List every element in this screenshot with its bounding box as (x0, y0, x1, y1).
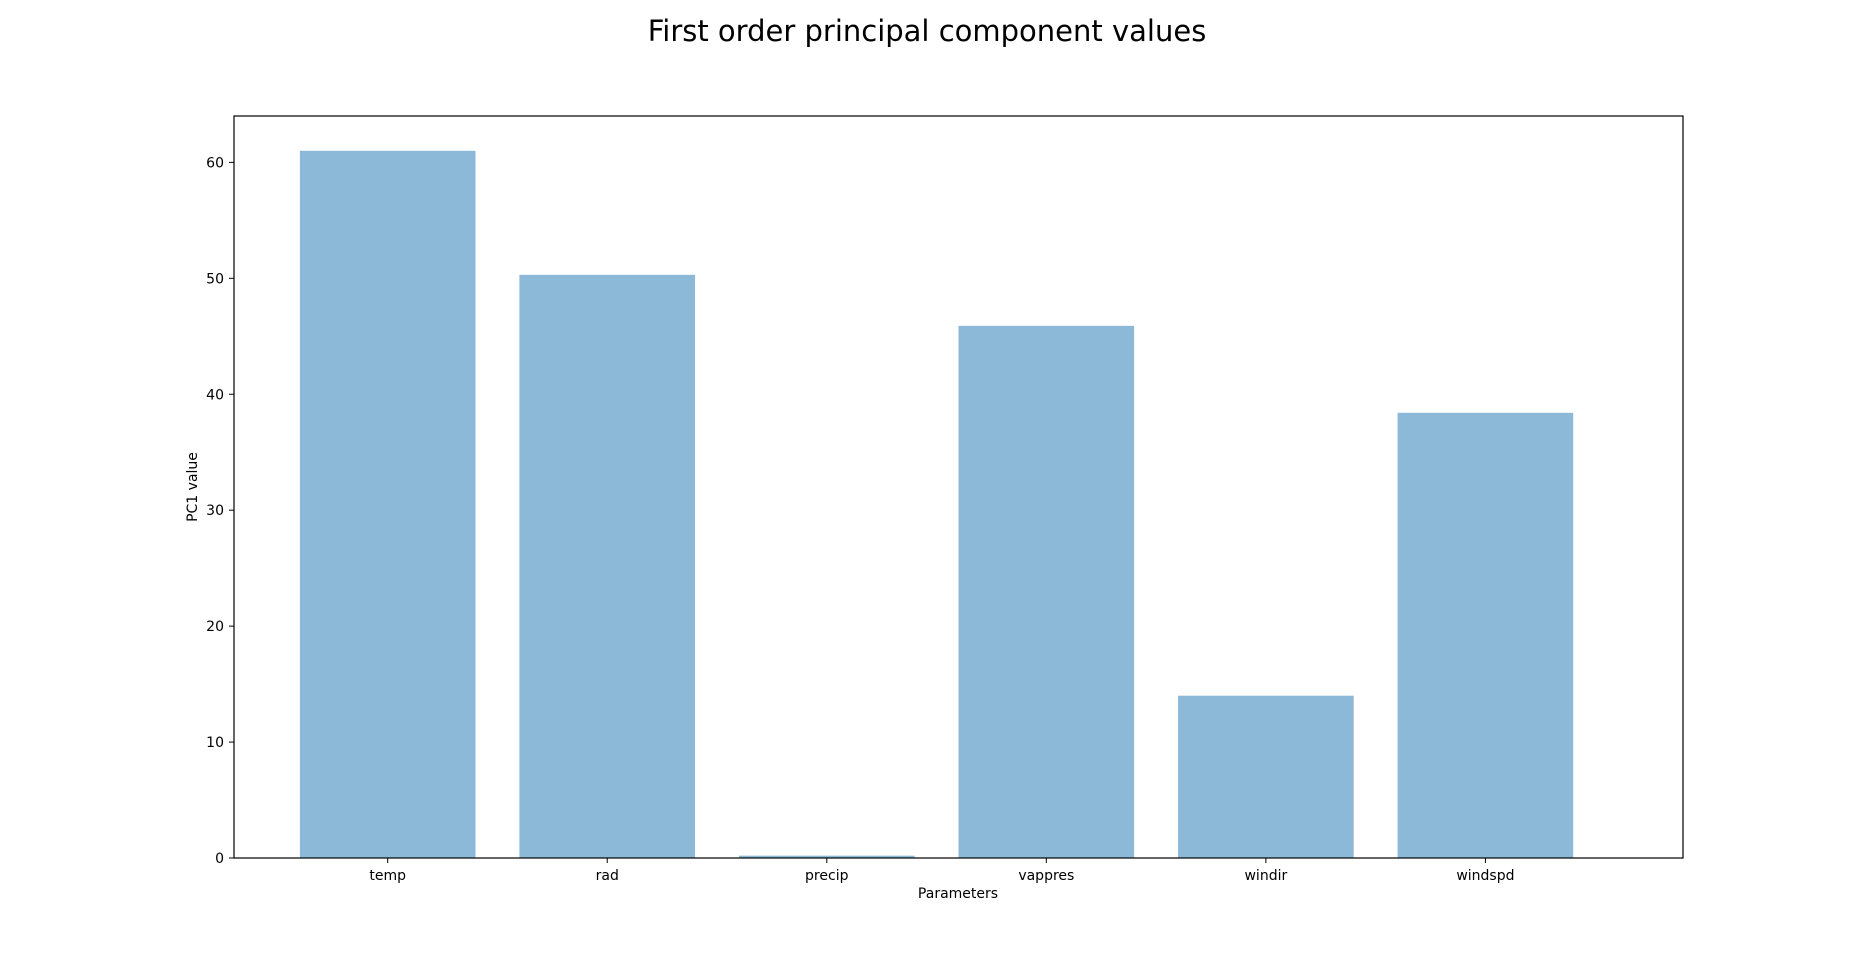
plot-area (299, 150, 1574, 859)
x-tick-label-temp: temp (369, 868, 406, 884)
bar-windspd (1397, 412, 1574, 858)
y-tick-label-50: 50 (206, 271, 224, 287)
bar-precip (738, 855, 915, 858)
y-axis: 0 10 20 30 40 50 60 (206, 155, 234, 867)
bar-windir (1178, 695, 1354, 858)
y-tick-label-60: 60 (206, 155, 224, 171)
x-tick-label-precip: precip (805, 868, 849, 884)
x-tick-label-vappres: vappres (1018, 868, 1074, 884)
x-axis-label: Parameters (918, 886, 998, 902)
y-tick-label-0: 0 (215, 851, 224, 867)
x-tick-label-windspd: windspd (1456, 868, 1514, 884)
y-axis-label: PC1 value (185, 452, 201, 522)
x-tick-label-rad: rad (596, 868, 619, 884)
y-tick-label-20: 20 (206, 619, 224, 635)
chart-title: First order principal component values (648, 14, 1207, 48)
y-tick-label-40: 40 (206, 387, 224, 403)
bar-vappres (958, 325, 1135, 858)
bar-temp (299, 150, 476, 858)
y-tick-label-10: 10 (206, 735, 224, 751)
bar-rad (519, 274, 696, 859)
x-axis: temp rad precip vappres windir windspd (369, 858, 1514, 884)
plot-frame (233, 115, 1684, 859)
y-tick-label-30: 30 (206, 503, 224, 519)
x-tick-label-windir: windir (1244, 868, 1287, 884)
